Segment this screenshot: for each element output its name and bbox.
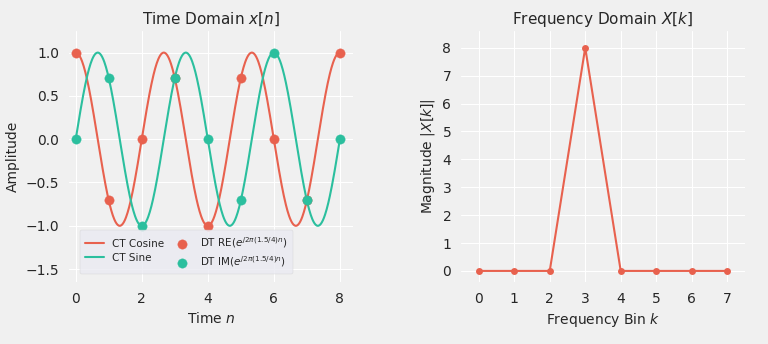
- Line: CT Sine: CT Sine: [76, 53, 340, 226]
- DT RE($e^{j2\pi(1.5/4)n}$): [301, 198, 313, 203]
- CT Cosine: [214, 197, 223, 201]
- Y-axis label: Magnitude $|X[k]|$: Magnitude $|X[k]|$: [419, 99, 437, 214]
- Line: CT Cosine: CT Cosine: [76, 53, 340, 226]
- DT RE($e^{j2\pi(1.5/4)n}$): [268, 137, 280, 142]
- DT RE($e^{j2\pi(1.5/4)n}$): [70, 50, 82, 55]
- CT Sine: [199, 110, 208, 114]
- CT Sine: [336, 137, 345, 141]
- CT Sine: [197, 101, 207, 105]
- DT IM($e^{j2\pi(1.5/4)n}$): [202, 137, 214, 142]
- CT Sine: [181, 51, 190, 55]
- CT Sine: [214, 200, 223, 204]
- CT Cosine: [288, 222, 297, 226]
- CT Cosine: [199, 219, 208, 224]
- CT Sine: [71, 137, 81, 141]
- DT IM($e^{j2\pi(1.5/4)n}$): [268, 50, 280, 55]
- CT Cosine: [229, 115, 238, 119]
- DT IM($e^{j2\pi(1.5/4)n}$): [103, 75, 115, 81]
- Title: Frequency Domain $X[k]$: Frequency Domain $X[k]$: [512, 10, 694, 29]
- DT RE($e^{j2\pi(1.5/4)n}$): [169, 75, 181, 81]
- DT IM($e^{j2\pi(1.5/4)n}$): [169, 75, 181, 81]
- CT Sine: [230, 220, 239, 224]
- X-axis label: Frequency Bin $k$: Frequency Bin $k$: [546, 311, 660, 329]
- CT Cosine: [71, 51, 81, 55]
- CT Sine: [289, 121, 298, 126]
- DT IM($e^{j2\pi(1.5/4)n}$): [334, 137, 346, 142]
- DT IM($e^{j2\pi(1.5/4)n}$): [136, 223, 148, 228]
- DT RE($e^{j2\pi(1.5/4)n}$): [136, 137, 148, 142]
- DT RE($e^{j2\pi(1.5/4)n}$): [334, 50, 346, 55]
- DT RE($e^{j2\pi(1.5/4)n}$): [202, 223, 214, 228]
- CT Cosine: [197, 216, 207, 220]
- DT IM($e^{j2\pi(1.5/4)n}$): [70, 137, 82, 142]
- CT Sine: [330, 169, 339, 173]
- X-axis label: Time $n$: Time $n$: [187, 311, 236, 326]
- DT RE($e^{j2\pi(1.5/4)n}$): [103, 198, 115, 203]
- Legend: CT Cosine, CT Sine, DT RE($e^{j2\pi(1.5/4)n}$), DT IM($e^{j2\pi(1.5/4)n}$): CT Cosine, CT Sine, DT RE($e^{j2\pi(1.5/…: [80, 230, 293, 275]
- CT Sine: [225, 224, 234, 228]
- DT IM($e^{j2\pi(1.5/4)n}$): [301, 198, 313, 203]
- Y-axis label: Amplitude: Amplitude: [6, 121, 20, 192]
- CT Cosine: [329, 58, 339, 62]
- DT IM($e^{j2\pi(1.5/4)n}$): [235, 198, 247, 203]
- Title: Time Domain $x[n]$: Time Domain $x[n]$: [142, 11, 280, 28]
- CT Cosine: [115, 224, 124, 228]
- DT RE($e^{j2\pi(1.5/4)n}$): [235, 75, 247, 81]
- CT Cosine: [336, 51, 345, 55]
